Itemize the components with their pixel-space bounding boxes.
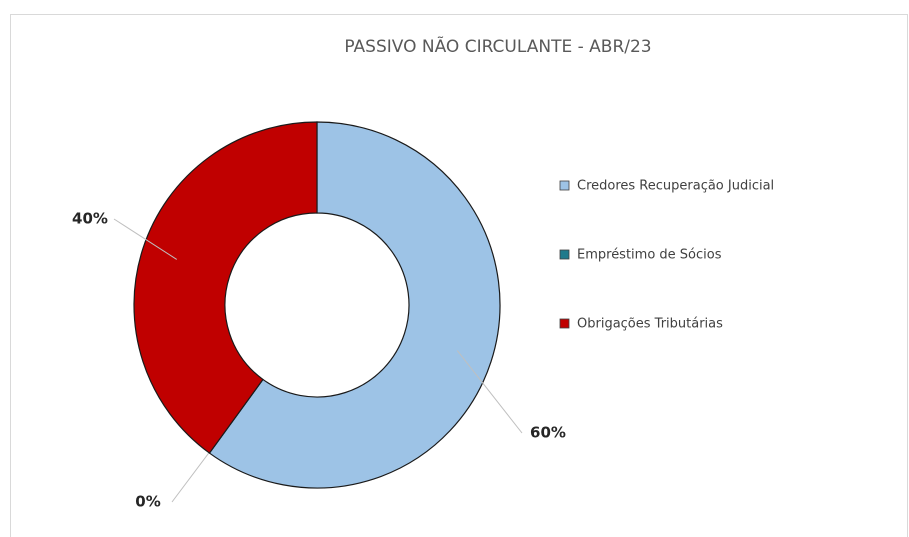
data-label: 60% xyxy=(530,424,566,442)
donut-slice xyxy=(133,121,318,454)
data-label: 0% xyxy=(135,493,160,511)
chart-title: PASSIVO NÃO CIRCULANTE - ABR/23 xyxy=(344,35,651,57)
leader-line xyxy=(113,218,177,260)
legend-swatch xyxy=(559,318,570,329)
legend-label: Empréstimo de Sócios xyxy=(577,248,722,263)
legend-swatch xyxy=(559,249,570,260)
data-label: 40% xyxy=(72,210,108,228)
donut-slice xyxy=(208,121,501,489)
legend-label: Credores Recuperação Judicial xyxy=(577,179,774,194)
leader-line xyxy=(456,350,523,434)
legend-label: Obrigações Tributárias xyxy=(577,317,723,332)
legend-swatch xyxy=(559,180,570,191)
